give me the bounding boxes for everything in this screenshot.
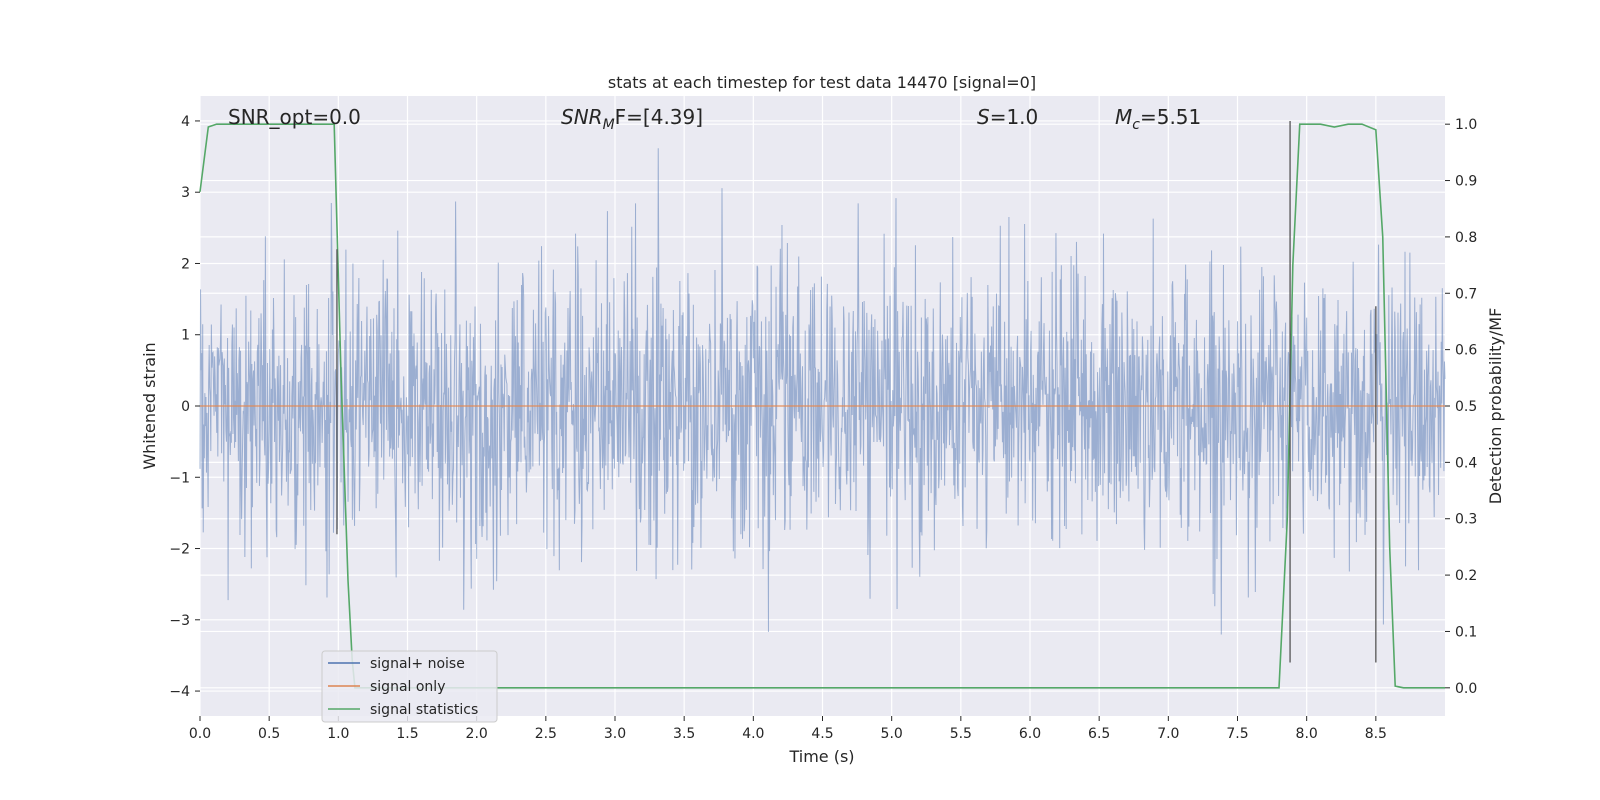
x-tick-label: 2.0	[466, 726, 488, 742]
y-right-tick-label: 0.5	[1455, 399, 1477, 415]
y-left-tick-label: 1	[181, 328, 190, 344]
marker-lines	[336, 120, 1377, 663]
y-axis-right-ticks: 1.0 0.9 0.8 0.7 0.6 0.5 0.4 0.3 0.2 0.1 0.0	[1445, 117, 1477, 697]
y-right-tick-label: 1.0	[1455, 117, 1477, 133]
x-tick-label: 5.5	[950, 726, 972, 742]
x-tick-label: 0.0	[189, 726, 211, 742]
x-axis-label: Time (s)	[788, 747, 854, 766]
annotation-3: Mc=5.51	[1115, 105, 1201, 133]
y-right-tick-label: 0.7	[1455, 286, 1477, 302]
annotation-2: S=1.0	[977, 105, 1038, 129]
legend-label-noise: signal+ noise	[370, 656, 465, 672]
x-tick-label: 0.5	[258, 726, 280, 742]
y-right-tick-label: 0.2	[1455, 568, 1477, 584]
y-right-tick-label: 0.9	[1455, 174, 1477, 190]
x-tick-label: 7.5	[1226, 726, 1248, 742]
series-signal-statistics-line	[199, 123, 1445, 689]
x-tick-label: 6.5	[1088, 726, 1110, 742]
noise-trace	[199, 148, 1446, 635]
x-tick-label: 8.5	[1365, 726, 1387, 742]
y-axis-right-label: Detection probability/MF	[1486, 308, 1505, 505]
y-right-tick-label: 0.0	[1455, 681, 1477, 697]
x-tick-label: 6.0	[1019, 726, 1041, 742]
y-right-tick-label: 0.1	[1455, 624, 1477, 640]
legend-label-signal: signal only	[370, 679, 445, 695]
y-axis-left-ticks: 4 3 2 1 0 −1 −2 −3 −4	[169, 114, 200, 700]
y-axis-left-label: Whitened strain	[140, 342, 159, 469]
x-tick-label: 5.0	[881, 726, 903, 742]
annotations: SNR_opt=0.0 SNRMF=[4.39] S=1.0 Mc=5.51	[228, 105, 1201, 133]
y-right-tick-label: 0.6	[1455, 343, 1477, 359]
y-left-tick-label: −2	[169, 542, 190, 558]
annotation-1: SNRMF=[4.39]	[561, 105, 703, 133]
y-left-tick-label: −4	[169, 684, 190, 700]
series-signal-plus-noise	[199, 148, 1446, 635]
annotation-0: SNR_opt=0.0	[228, 105, 361, 129]
x-tick-label: 1.0	[327, 726, 349, 742]
x-tick-label: 7.0	[1157, 726, 1179, 742]
series-lines	[199, 123, 1445, 689]
y-left-tick-label: −1	[169, 470, 190, 486]
y-left-tick-label: 4	[181, 114, 190, 130]
legend-box	[321, 650, 498, 723]
y-left-tick-label: 0	[181, 399, 190, 415]
x-tick-label: 3.5	[673, 726, 695, 742]
y-left-tick-label: 2	[181, 256, 190, 272]
x-axis-ticks: 0.0 0.5 1.0 1.5 2.0 2.5 3.0 3.5 4.0 4.5 5.0 5.5 6.0 6…	[189, 716, 1387, 742]
legend-label-statistics: signal statistics	[370, 702, 478, 718]
x-tick-label: 4.5	[811, 726, 833, 742]
x-tick-label: 1.5	[396, 726, 418, 742]
x-tick-label: 2.5	[535, 726, 557, 742]
x-tick-label: 3.0	[604, 726, 626, 742]
legend: signal+ noise signal only signal statist…	[321, 650, 498, 723]
chart-title: stats at each timestep for test data 144…	[608, 73, 1036, 92]
y-right-tick-label: 0.3	[1455, 512, 1477, 528]
y-right-tick-label: 0.4	[1455, 455, 1477, 471]
x-tick-label: 8.0	[1296, 726, 1318, 742]
y-left-tick-label: −3	[169, 613, 190, 629]
y-right-tick-label: 0.8	[1455, 230, 1477, 246]
x-tick-label: 4.0	[742, 726, 764, 742]
y-left-tick-label: 3	[181, 185, 190, 201]
